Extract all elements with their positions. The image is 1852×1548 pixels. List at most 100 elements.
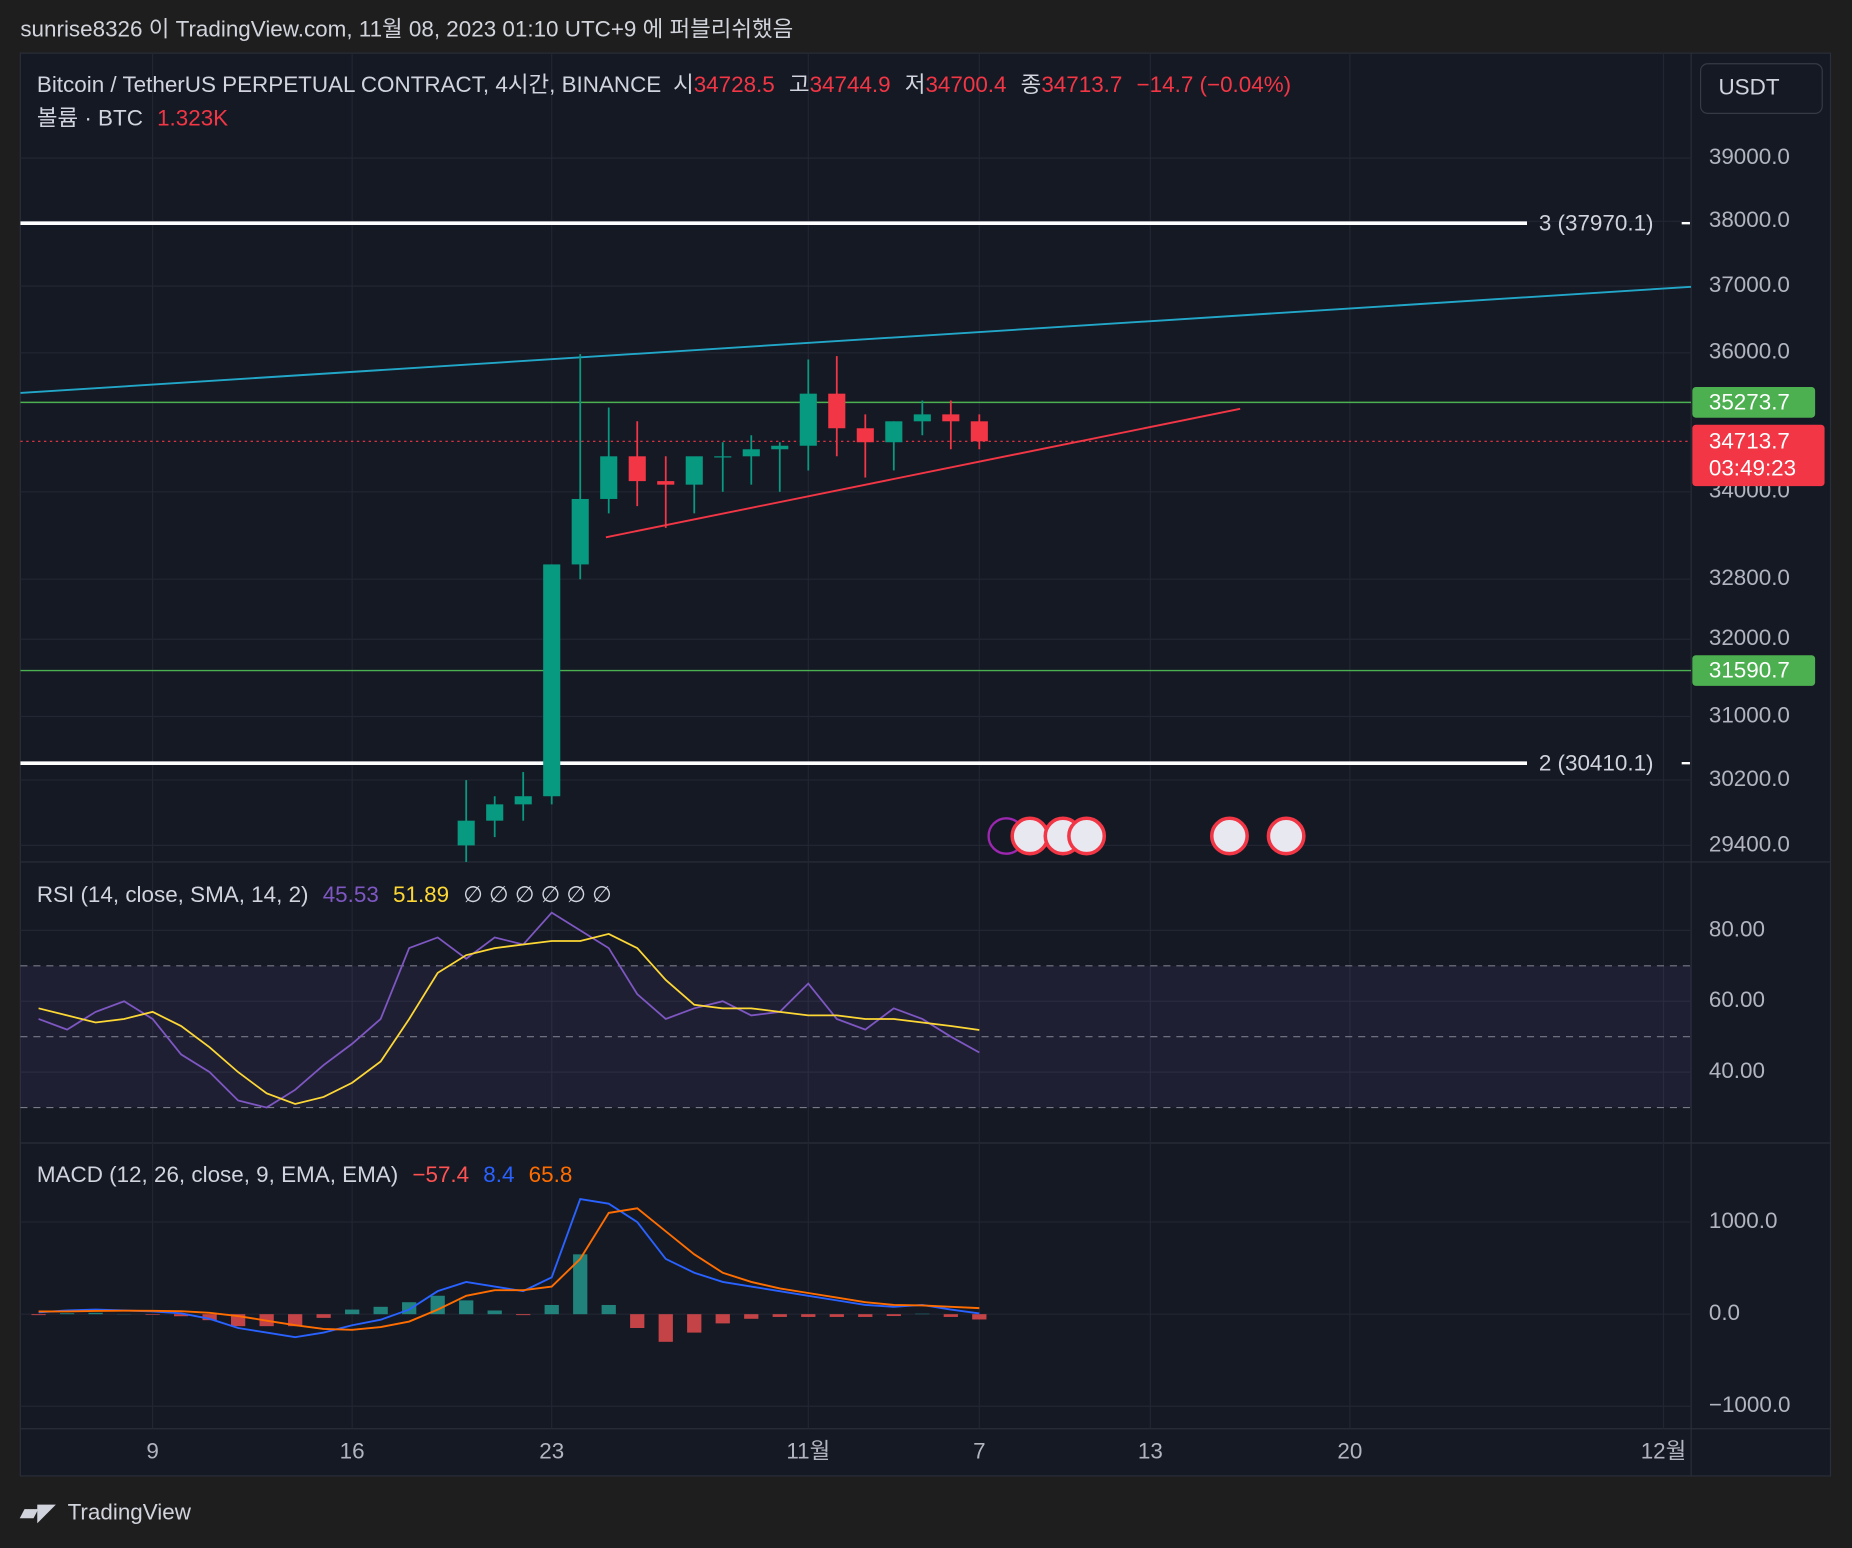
- event-icons: [987, 816, 1306, 856]
- x-tick-label: 16: [340, 1438, 365, 1463]
- event-icon[interactable]: [1266, 816, 1306, 856]
- histogram-bar: [430, 1295, 445, 1315]
- close-label: 종: [1021, 72, 1042, 97]
- event-icon[interactable]: [1010, 816, 1050, 856]
- price-line-label: 35273.7: [1709, 389, 1790, 414]
- last-price-label: 34713.7: [1709, 428, 1790, 453]
- currency[interactable]: USDT: [1718, 74, 1779, 99]
- histogram-bar: [858, 1314, 873, 1317]
- logo-mark: ▰◤: [19, 1500, 55, 1525]
- y-tick-label: 38000.0: [1709, 207, 1790, 232]
- open: 34728.5: [694, 72, 775, 97]
- candle-body: [657, 481, 675, 485]
- histogram-bar: [801, 1314, 816, 1317]
- open-label: 시: [673, 72, 694, 97]
- candle-body: [685, 456, 703, 485]
- low: 34700.4: [925, 72, 1006, 97]
- rsi-line: [38, 932, 980, 1105]
- histogram-bar: [231, 1314, 246, 1327]
- level-label: 2 (30410.1): [1539, 750, 1654, 775]
- y-tick-label: 39000.0: [1709, 144, 1790, 169]
- candle-body: [799, 393, 817, 446]
- price-line-label: 31590.7: [1709, 658, 1790, 683]
- level-label: 3 (37970.1): [1539, 210, 1654, 235]
- volume-legend: 볼륨 · BTC 1.323K: [37, 105, 228, 130]
- currency-button[interactable]: [1700, 63, 1823, 114]
- y-tick-label: 31000.0: [1709, 702, 1790, 727]
- histogram-bar: [772, 1314, 787, 1317]
- histogram-bar: [402, 1302, 417, 1315]
- macd-line: [38, 1207, 980, 1331]
- candle-body: [742, 449, 760, 457]
- histogram-bar: [487, 1310, 502, 1315]
- histogram-bar: [972, 1314, 987, 1320]
- x-tick-label: 7: [973, 1438, 985, 1463]
- histogram-bar: [886, 1314, 901, 1317]
- y-tick-label: 37000.0: [1709, 272, 1790, 297]
- y-tick-label: 60.00: [1709, 987, 1765, 1012]
- rsi-legend: RSI (14, close, SMA, 14, 2) 45.53 51.89 ∅ ∅…: [37, 882, 612, 907]
- candle-body: [571, 498, 589, 565]
- macd-line: [38, 1198, 980, 1339]
- candle-body: [885, 421, 903, 443]
- last-price-box: [1692, 424, 1825, 487]
- event-icon[interactable]: [1209, 816, 1249, 856]
- y-tick-label: 0.0: [1709, 1300, 1740, 1325]
- histogram-bar: [88, 1312, 103, 1315]
- plot: [20, 221, 1692, 1342]
- candle-body: [600, 456, 618, 499]
- x-tick-label: 11월: [786, 1438, 830, 1463]
- candle-body: [970, 421, 988, 442]
- footer: TradingView: [68, 1500, 192, 1525]
- candle-body: [771, 445, 789, 450]
- high-label: 고: [789, 72, 810, 97]
- x-tick-label: 12월: [1641, 1438, 1687, 1463]
- candle-body: [913, 414, 931, 422]
- histogram-bar: [345, 1309, 360, 1315]
- rsi-value: 45.53: [323, 882, 379, 907]
- rsi-ma-value: 51.89: [393, 882, 449, 907]
- rsi-title: RSI (14, close, SMA, 14, 2): [37, 882, 309, 907]
- y-tick-label: 80.00: [1709, 916, 1765, 941]
- histogram-bar: [630, 1314, 645, 1328]
- trendline: [605, 407, 1241, 539]
- histogram-bar: [544, 1304, 559, 1315]
- event-icon[interactable]: [1067, 816, 1107, 856]
- macd-value: 8.4: [483, 1162, 514, 1187]
- y-tick-label: 36000.0: [1709, 339, 1790, 364]
- histogram-bar: [658, 1314, 673, 1342]
- countdown: 03:49:23: [1709, 456, 1796, 481]
- histogram-bar: [288, 1314, 303, 1327]
- symbol: Bitcoin / TetherUS PERPETUAL CONTRACT, 4…: [37, 72, 661, 97]
- y-tick-label: 30200.0: [1709, 766, 1790, 791]
- histogram-bar: [687, 1314, 702, 1333]
- trendline: [20, 285, 1692, 394]
- candle-body: [457, 820, 475, 846]
- y-tick-label: 32800.0: [1709, 565, 1790, 590]
- histogram-bar: [59, 1313, 75, 1315]
- candle-body: [828, 393, 846, 429]
- histogram-bar: [459, 1300, 474, 1315]
- candle-body: [543, 564, 561, 797]
- volume: 1.323K: [157, 105, 228, 130]
- y-tick-label: 32000.0: [1709, 625, 1790, 650]
- publisher: sunrise8326 이 TradingView.com, 11월 08, 2…: [20, 17, 793, 42]
- low-label: 저: [905, 72, 926, 97]
- histogram-bar: [316, 1314, 331, 1318]
- x-tick-label: 20: [1337, 1438, 1362, 1463]
- candle-body: [628, 456, 646, 482]
- volume-label: 볼륨 · BTC: [37, 105, 143, 130]
- y-tick-label: 29400.0: [1709, 831, 1790, 856]
- histogram-bar: [373, 1306, 388, 1315]
- histogram-bar: [573, 1254, 588, 1315]
- signal-value: 65.8: [529, 1162, 573, 1187]
- candle-body: [856, 428, 874, 443]
- candle-body: [486, 804, 504, 821]
- price-plot: [20, 221, 1692, 862]
- x-tick-label: 9: [146, 1438, 158, 1463]
- candle-body: [514, 796, 532, 805]
- price-line-box: [1692, 387, 1816, 418]
- candle-body: [714, 456, 732, 458]
- histogram-bar: [943, 1314, 958, 1317]
